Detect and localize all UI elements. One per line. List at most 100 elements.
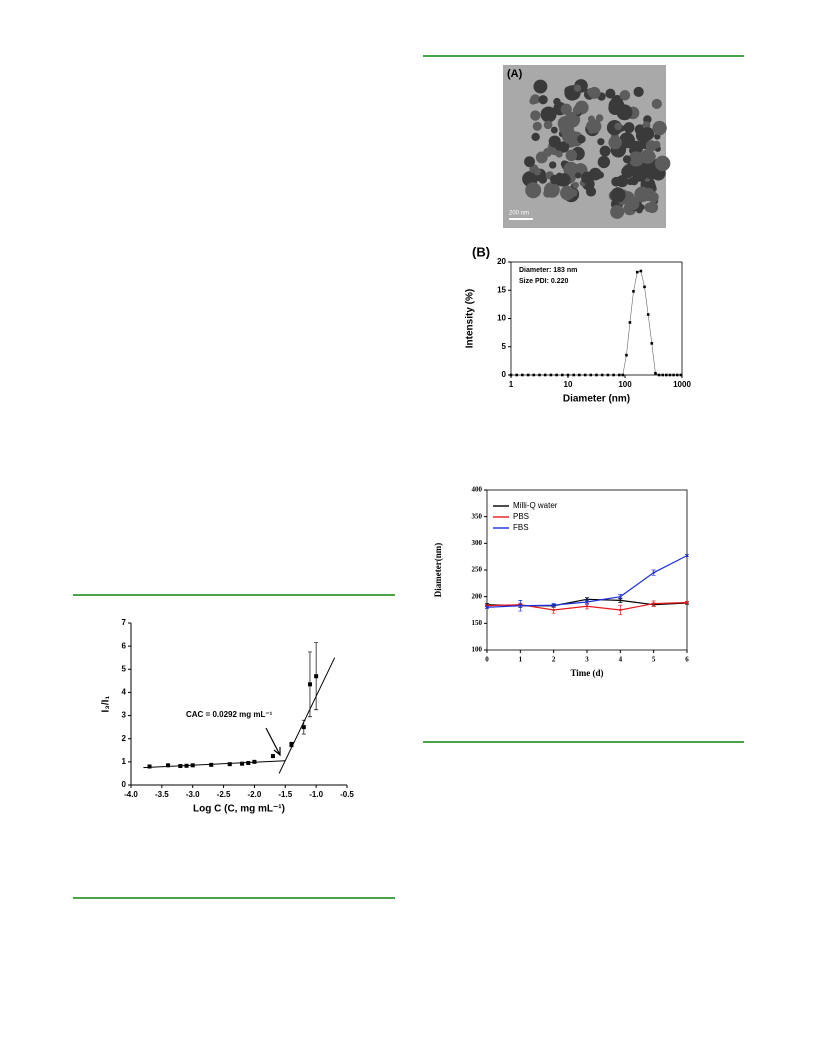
particle <box>605 88 616 99</box>
point <box>543 373 547 377</box>
particle <box>532 121 542 131</box>
point <box>147 764 152 769</box>
particle <box>645 140 657 152</box>
particle <box>597 155 611 169</box>
point <box>586 605 588 608</box>
y-tick-label: 200 <box>472 592 483 600</box>
scale-bar-label: 200 nm <box>509 211 529 217</box>
y-tick-label: 250 <box>472 566 483 574</box>
point <box>509 373 513 377</box>
point <box>625 353 628 357</box>
particle <box>533 167 542 176</box>
y-axis-label: I₃/I₁ <box>101 695 112 712</box>
point <box>586 598 588 601</box>
point <box>314 674 319 679</box>
particle <box>550 126 558 134</box>
y-tick-label: 10 <box>497 314 506 323</box>
particle <box>644 202 654 213</box>
particle <box>611 176 622 187</box>
rule <box>423 741 744 743</box>
point <box>270 754 275 759</box>
point <box>686 554 688 557</box>
particle <box>626 197 640 211</box>
rule <box>423 55 744 57</box>
point <box>583 373 587 377</box>
y-tick-label: 5 <box>502 342 507 351</box>
x-tick-label: -1.0 <box>309 790 323 799</box>
rule <box>73 897 395 899</box>
point <box>619 599 622 602</box>
point <box>521 373 524 377</box>
particle <box>635 128 650 143</box>
particle <box>560 103 572 115</box>
x-tick-label: -1.5 <box>278 790 292 799</box>
particle <box>614 122 623 131</box>
fit-line <box>143 760 286 769</box>
particle <box>610 187 626 203</box>
y-tick-label: 5 <box>122 664 127 673</box>
x-tick-label: 4 <box>619 656 623 664</box>
point <box>166 763 171 768</box>
y-tick-label: 1 <box>122 757 127 766</box>
point <box>209 762 214 767</box>
x-tick-label: -2.0 <box>248 790 262 799</box>
point <box>289 742 294 747</box>
y-axis-label: Diameter(nm) <box>433 543 443 597</box>
particle <box>628 151 644 167</box>
y-tick-label: 350 <box>472 512 483 520</box>
y-tick-label: 300 <box>472 539 483 547</box>
point <box>675 373 679 377</box>
point <box>555 373 558 377</box>
point <box>589 373 593 377</box>
x-axis-label: Time (d) <box>570 668 603 678</box>
y-tick-label: 0 <box>502 370 507 379</box>
particle <box>533 79 548 94</box>
x-tick-label: 1 <box>519 656 523 664</box>
x-tick-label: -2.5 <box>217 790 231 799</box>
point <box>686 601 688 604</box>
particle <box>577 134 586 144</box>
particle <box>540 106 557 123</box>
point <box>178 764 183 769</box>
y-tick-label: 20 <box>497 257 506 266</box>
point <box>639 269 643 273</box>
point <box>552 609 555 611</box>
point <box>657 373 661 377</box>
particle <box>575 172 582 179</box>
particle <box>549 161 557 169</box>
particle <box>530 110 541 121</box>
particle <box>599 145 611 157</box>
point <box>628 321 632 324</box>
point <box>227 762 232 767</box>
point <box>560 373 564 377</box>
arrow <box>265 727 281 757</box>
point <box>246 761 251 766</box>
point <box>619 609 622 611</box>
x-axis-label: Log C (C, mg mL⁻¹) <box>193 804 285 815</box>
point <box>526 373 530 377</box>
point <box>578 373 581 377</box>
y-tick-label: 400 <box>472 486 483 494</box>
point <box>519 604 522 607</box>
particle <box>524 156 535 168</box>
y-tick-label: 2 <box>122 734 127 743</box>
x-tick-label: -0.5 <box>340 790 354 799</box>
point <box>184 763 189 768</box>
panel-label: (A) <box>507 68 523 80</box>
y-tick-label: 100 <box>472 646 483 654</box>
particle <box>572 181 579 189</box>
point <box>632 290 635 293</box>
x-tick-label: 1000 <box>673 380 691 389</box>
particle <box>633 86 644 97</box>
particle <box>631 141 641 150</box>
fit-line <box>278 657 336 774</box>
particle <box>623 135 632 143</box>
legend-label: Milli-Q water <box>513 501 558 510</box>
point <box>679 373 683 377</box>
particle <box>553 97 561 106</box>
particle <box>640 149 656 164</box>
annotation: CAC = 0.0292 mg mL⁻¹ <box>186 710 273 719</box>
particle <box>586 120 597 132</box>
point <box>617 373 621 377</box>
point <box>652 571 655 574</box>
